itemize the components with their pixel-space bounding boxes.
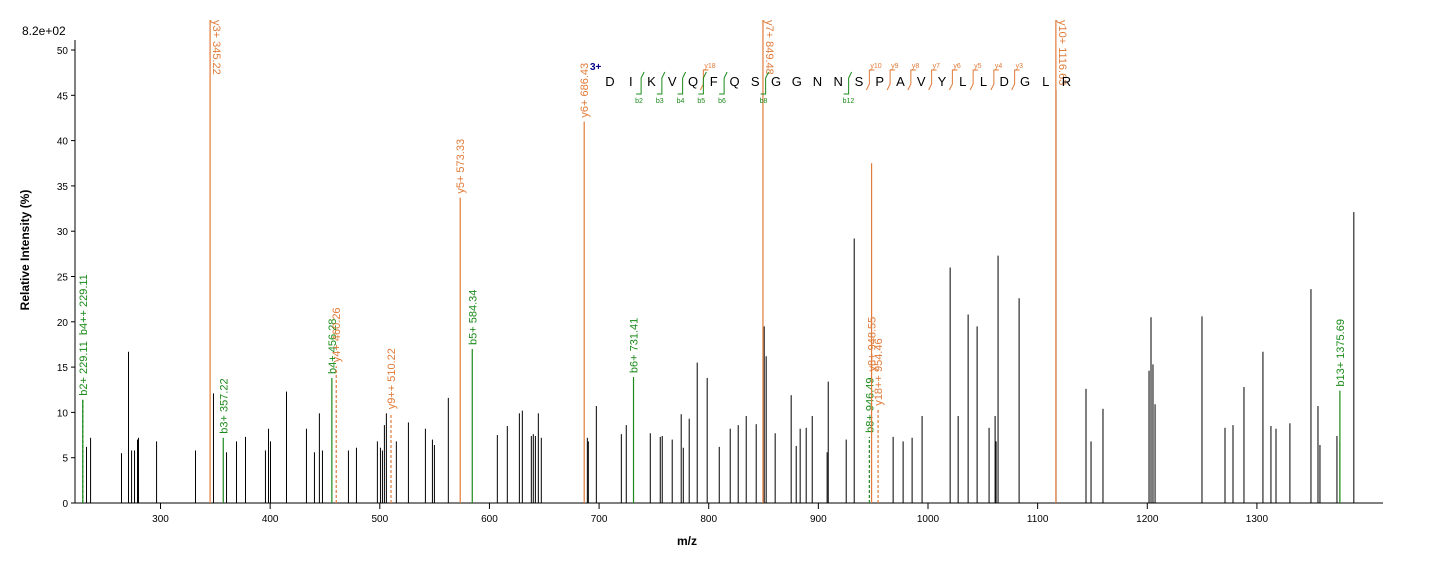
x-tick-label: 900 [810, 514, 827, 525]
b-bracket [760, 71, 770, 95]
y-bracket [948, 69, 958, 91]
y-tick-label: 0 [62, 499, 68, 510]
y-tick-label: 25 [57, 273, 69, 284]
residue: L [980, 74, 987, 89]
x-tick-label: 1000 [917, 514, 940, 525]
residue: S [855, 74, 864, 89]
y-ion-marker: y5 [974, 63, 982, 70]
ion-label: y7+ 849.48 [763, 20, 775, 75]
ion-label: y3+ 345.22 [210, 20, 222, 75]
y-ion-marker: y6 [953, 63, 961, 70]
ion-label: y6+ 686.43 [579, 63, 591, 118]
b-ion-marker: b5 [697, 98, 705, 105]
y-tick-label: 15 [57, 363, 69, 374]
ion-label: b6+ 731.41 [629, 318, 641, 373]
y-ion-marker: y4 [995, 63, 1003, 70]
ion-label: b4++ 229.11 [78, 274, 90, 335]
y-bracket [699, 69, 709, 91]
x-tick-label: 400 [262, 514, 279, 525]
b-bracket [656, 71, 666, 95]
intensity-label: 8.2e+02 [22, 24, 66, 38]
residue: S [751, 74, 760, 89]
y-bracket [907, 69, 916, 91]
b-ion-marker: b12 [843, 98, 855, 105]
b-bracket [698, 71, 707, 95]
y-tick-label: 45 [57, 91, 69, 102]
y-bracket [865, 69, 875, 91]
ion-label: b4+ 456.28 [327, 319, 339, 374]
b-bracket [636, 71, 645, 95]
y-tick-label: 10 [57, 408, 69, 419]
residue: Y [938, 74, 947, 89]
y-bracket [928, 69, 937, 91]
residue: K [647, 74, 656, 89]
x-axis-label: m/z [677, 534, 697, 548]
y-bracket [1011, 69, 1020, 91]
y-tick-label: 20 [57, 318, 69, 329]
ion-label: y10+ 1116.63 [1056, 20, 1068, 85]
y-tick-label: 35 [57, 182, 69, 193]
y-tick-label: 50 [57, 46, 69, 57]
y-ion-marker: y8 [912, 63, 920, 70]
y-bracket [990, 69, 999, 91]
residue: I [629, 74, 633, 89]
b-ion-marker: b8 [760, 98, 768, 105]
residue: F [710, 74, 718, 89]
residue: N [834, 74, 843, 89]
charge: 3+ [590, 62, 602, 73]
y-axis-label: Relative Intensity (%) [18, 190, 32, 311]
y-tick-label: 40 [57, 137, 69, 148]
b-bracket [677, 71, 687, 95]
y-tick-label: 5 [62, 454, 68, 465]
ion-label: b2+ 229.11 [78, 341, 90, 396]
b-ion-marker: b4 [677, 98, 685, 105]
residue: V [668, 74, 677, 89]
ion-label: b5+ 584.34 [467, 290, 479, 345]
y-ion-marker: y7 [933, 63, 941, 70]
residue: P [875, 74, 884, 89]
residue: D [1000, 74, 1009, 89]
x-tick-label: 1300 [1246, 514, 1269, 525]
residue: G [792, 74, 802, 89]
ion-label: y8+ 948.55 [867, 317, 879, 372]
x-tick-label: 500 [371, 514, 388, 525]
residue: R [1062, 74, 1071, 89]
residue: V [917, 74, 926, 89]
b-ion-marker: b3 [656, 98, 664, 105]
residue: L [1042, 74, 1049, 89]
residue: Q [729, 74, 739, 89]
residue: G [771, 74, 781, 89]
x-tick-label: 300 [152, 514, 169, 525]
b-ion-marker: b2 [635, 98, 643, 105]
x-tick-label: 800 [700, 514, 717, 525]
y-tick-label: 30 [57, 227, 69, 238]
x-tick-label: 600 [481, 514, 498, 525]
b-bracket [719, 71, 728, 95]
x-tick-label: 1100 [1027, 514, 1049, 525]
ion-label: y5+ 573.33 [455, 139, 467, 194]
b-bracket [843, 71, 853, 95]
ion-label: b13+ 1375.69 [1335, 319, 1347, 387]
x-tick-label: 700 [591, 514, 608, 525]
y-ion-marker: y10 [870, 63, 881, 70]
x-tick-label: 1200 [1136, 514, 1159, 525]
y-ion-marker: y9 [891, 63, 899, 70]
b-ion-marker: b6 [718, 98, 726, 105]
residue: A [896, 74, 905, 89]
y-bracket [969, 69, 979, 91]
ion-label: y9++ 510.22 [386, 348, 398, 409]
y-ion-marker: y18 [704, 63, 715, 70]
y-bracket [886, 69, 896, 91]
ion-label: y4+ 460.26 [331, 307, 343, 362]
ion-label: b8+ 946.49 [864, 377, 876, 432]
ion-label: b3+ 357.22 [218, 378, 230, 433]
residue: D [605, 74, 614, 89]
residue: G [1020, 74, 1030, 89]
ion-label: y18++ 954.46 [873, 338, 885, 405]
residue: L [959, 74, 966, 89]
y-ion-marker: y3 [1016, 63, 1024, 70]
residue: Q [688, 74, 698, 89]
residue: N [813, 74, 822, 89]
